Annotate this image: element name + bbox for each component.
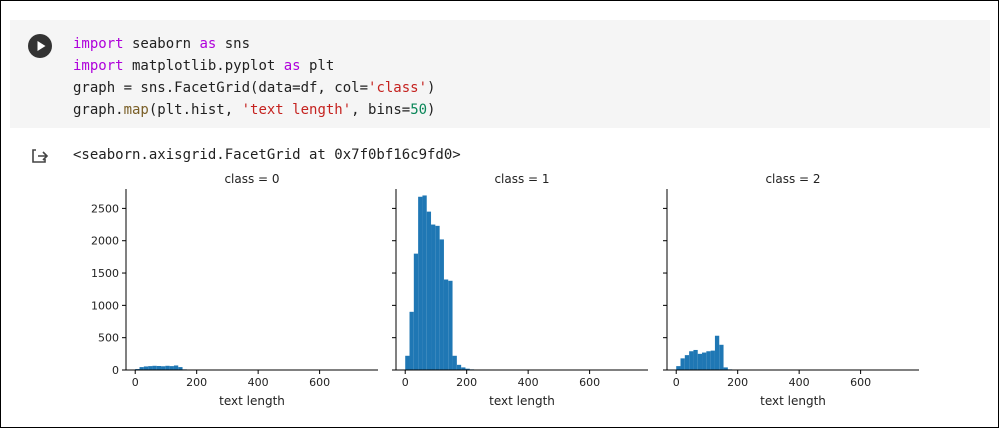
x-axis-label: text length: [760, 394, 826, 408]
code-token: matplotlib.pyplot: [123, 58, 284, 74]
code-token: 'class': [368, 80, 428, 96]
histogram-bar: [465, 368, 470, 370]
code-token: (plt.hist,: [148, 102, 242, 118]
code-line: graph.map(plt.hist, 'text length', bins=…: [73, 99, 435, 121]
code-line: import seaborn as sns: [73, 33, 435, 55]
histogram-bar: [418, 196, 423, 370]
histogram-bar: [714, 335, 720, 370]
histogram-bar: [178, 367, 183, 370]
histogram-bar: [139, 367, 144, 370]
histogram-bar: [405, 355, 410, 370]
histogram-bar: [439, 239, 444, 370]
y-tick-label: 500: [98, 332, 119, 345]
x-tick-label: 200: [456, 376, 477, 389]
y-tick-label: 2000: [91, 235, 119, 248]
code-token: ): [427, 102, 436, 118]
code-token: sns: [216, 36, 251, 52]
facet-title: class = 1: [494, 172, 549, 186]
code-token: ): [427, 80, 436, 96]
x-tick-label: 600: [579, 376, 600, 389]
facet-panel-2: 0 200 400 600 class = 2 text length: [663, 172, 919, 408]
x-tick-label: 600: [850, 376, 871, 389]
code-token: graph.: [73, 102, 124, 118]
facet-title: class = 2: [765, 172, 820, 186]
histogram-bar: [710, 350, 715, 370]
output-text: <seaborn.axisgrid.FacetGrid at 0x7f0bf16…: [73, 147, 461, 163]
histogram-bar: [456, 364, 462, 370]
code-token: import: [73, 36, 124, 52]
code-line: import matplotlib.pyplot as plt: [73, 55, 435, 77]
histogram-bar: [409, 311, 414, 370]
code-cell[interactable]: import seaborn as sns import matplotlib.p…: [10, 20, 990, 128]
x-axis-label: text length: [489, 394, 555, 408]
histogram-bar: [443, 279, 449, 370]
x-tick-label: 0: [402, 376, 409, 389]
histogram-bar: [693, 349, 698, 370]
x-tick-label: 0: [132, 376, 139, 389]
x-tick-label: 400: [789, 376, 810, 389]
histogram-bar: [461, 367, 466, 370]
x-tick-label: 200: [186, 376, 207, 389]
x-tick-label: 400: [248, 376, 269, 389]
code-token: map: [123, 102, 149, 118]
histogram-bar: [165, 365, 170, 370]
histogram-bar: [702, 352, 707, 370]
histogram-bar: [156, 365, 162, 370]
code-token: 50: [410, 102, 428, 118]
output-arrow-icon: [32, 149, 49, 163]
code-token: as: [199, 36, 217, 52]
histogram-bar: [431, 224, 436, 370]
facet-panel-0: 0 200 400 600 0 500 1000 1500 2000 2500 class = 0 t…: [91, 172, 378, 408]
histogram-bar: [684, 355, 690, 370]
histogram-bar: [689, 351, 694, 370]
x-tick-label: 200: [727, 376, 748, 389]
code-token: graph = sns.FacetGrid(data=df, col=: [73, 80, 369, 96]
play-icon: [37, 41, 46, 51]
code-token: as: [283, 58, 301, 74]
code-token: import: [73, 58, 124, 74]
histogram-bar: [452, 355, 457, 370]
facet-title: class = 0: [224, 172, 279, 186]
histogram-bar: [706, 351, 711, 370]
code-token: 'text length': [241, 102, 352, 118]
histogram-bar: [173, 365, 179, 370]
histogram-bar: [723, 367, 728, 370]
histogram-bar: [143, 366, 149, 370]
y-tick-label: 2500: [91, 202, 119, 215]
histogram-bar: [426, 211, 432, 371]
histogram-bar: [169, 366, 174, 370]
y-tick-label: 1500: [91, 267, 119, 280]
x-axis-label: text length: [219, 394, 285, 408]
histogram-bar: [413, 253, 419, 370]
histogram-bar: [676, 366, 681, 370]
y-tick-label: 0: [112, 364, 119, 377]
histogram-bar: [422, 195, 427, 370]
x-tick-label: 600: [309, 376, 330, 389]
histogram-bar: [697, 353, 703, 370]
x-tick-label: 400: [518, 376, 539, 389]
code-editor[interactable]: import seaborn as sns import matplotlib.p…: [73, 33, 435, 121]
code-line: graph = sns.FacetGrid(data=df, col='clas…: [73, 77, 435, 99]
code-token: plt: [300, 58, 335, 74]
code-token: , bins=: [351, 102, 411, 118]
histogram-bar: [719, 344, 724, 370]
histogram-bar: [161, 366, 166, 370]
histogram-bar: [148, 366, 153, 370]
histogram-bar: [152, 365, 157, 370]
histogram-bar: [680, 358, 685, 370]
x-tick-label: 0: [673, 376, 680, 389]
y-tick-label: 1000: [91, 299, 119, 312]
run-cell-button[interactable]: [28, 34, 52, 58]
histogram-bar: [435, 225, 440, 370]
facet-panel-1: 0 200 400 600 class = 1 text length: [392, 172, 648, 408]
histogram-bar: [448, 280, 453, 370]
code-token: seaborn: [123, 36, 200, 52]
